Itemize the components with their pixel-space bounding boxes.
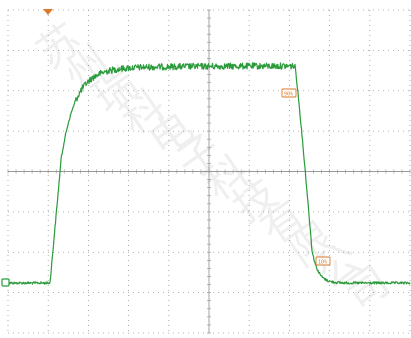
signal-trace [3, 62, 411, 285]
trace-line [3, 62, 411, 285]
cursor-10-marker[interactable]: 10% [315, 256, 331, 266]
graticule [7, 9, 411, 334]
cursor-10-box [315, 256, 331, 266]
cursor-90-label: 90% [284, 92, 293, 98]
trigger-position-icon[interactable] [43, 9, 53, 15]
markers: 90% 10% [1, 9, 331, 287]
cursor-10-label: 10% [318, 260, 327, 266]
ground-reference-icon[interactable] [1, 278, 10, 287]
cursor-90-box [281, 88, 297, 98]
cursor-90-marker[interactable]: 90% [281, 88, 297, 98]
